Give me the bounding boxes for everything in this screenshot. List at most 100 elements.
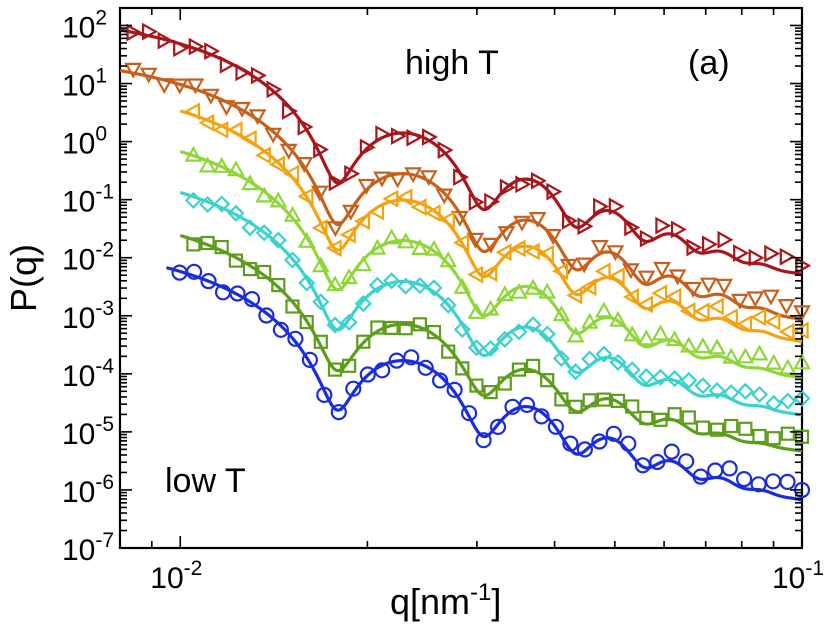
data-point [530,171,547,190]
data-point [213,195,231,213]
data-point [283,205,302,222]
data-point [533,408,550,425]
data-point [497,376,512,391]
data-point [388,172,407,189]
data-point [453,320,471,339]
data-point [311,256,330,273]
data-point [649,453,666,471]
x-axis-title-sup: -1 [470,579,491,606]
data-markers [124,22,812,499]
data-point [762,289,780,306]
data-point [297,118,314,136]
data-point [701,235,718,254]
data-point [453,233,469,252]
data-point [568,399,583,414]
data-point [368,202,385,221]
data-point [396,188,413,207]
data-point [403,349,420,366]
data-point [435,188,454,205]
data-point [750,344,769,361]
data-point [695,420,711,435]
data-point [567,363,585,381]
data-point [639,229,656,248]
data-point [730,293,749,310]
data-point [694,337,712,354]
data-point [482,339,500,358]
data-point [764,473,782,490]
data-point [184,145,203,162]
data-point [524,278,542,295]
data-point [481,299,500,316]
data-point [287,330,304,347]
data-point [217,100,236,117]
data-point [577,217,594,236]
data-point [411,277,429,295]
data-point [450,210,469,227]
data-point [639,410,654,425]
data-point [233,101,251,118]
data-point [686,238,703,257]
data-point [354,255,373,272]
data-point [453,168,470,186]
data-point [475,432,492,449]
data-point [255,224,273,242]
data-point [609,310,627,327]
data-point [170,78,189,95]
data-point [593,197,610,216]
data-point [226,121,243,139]
data-point [717,230,734,249]
data-point [651,324,670,341]
data-point [266,80,283,99]
data-point [746,291,765,308]
data-point [282,102,298,120]
data-point [692,468,709,485]
data-point [279,143,298,160]
data-point [204,42,221,60]
data-point [124,62,143,79]
data-point [764,244,781,263]
data-point [547,418,565,435]
data-point [242,262,258,277]
y-tick-label: 10-7 [62,529,114,567]
data-point [513,215,531,232]
y-axis-title: P(q) [3,244,44,312]
data-point [610,393,626,408]
data-point [295,157,314,173]
data-point [793,305,811,322]
data-point [608,197,625,216]
data-point [708,338,726,355]
data-point [779,473,796,490]
data-point [523,242,540,261]
data-point [374,362,391,379]
x-tick-label: 10-1 [772,557,824,595]
data-point [736,382,754,400]
data-point [269,231,287,249]
data-point [622,288,639,306]
data-point [248,109,267,126]
fit-curve-4 [179,149,803,380]
data-point [518,396,536,413]
data-point [425,279,443,297]
annotation-high-t: high T [405,44,499,82]
data-point [198,156,217,173]
data-point [370,320,385,335]
data-point [496,330,514,348]
data-point [356,334,371,349]
data-point [311,219,328,237]
data-point [580,312,599,329]
data-point [538,325,556,343]
data-point [595,345,613,363]
data-point [298,274,316,292]
data-point [258,307,275,324]
data-point [417,359,434,376]
data-point [605,425,622,442]
data-point [186,263,203,280]
x-axis-title-base: q[nm [390,581,470,622]
data-point [575,257,594,274]
panel-label: (a) [688,44,730,82]
data-point [198,113,215,132]
data-point [469,378,484,393]
data-point [495,243,512,262]
data-point [538,282,557,299]
data-point [316,386,333,403]
